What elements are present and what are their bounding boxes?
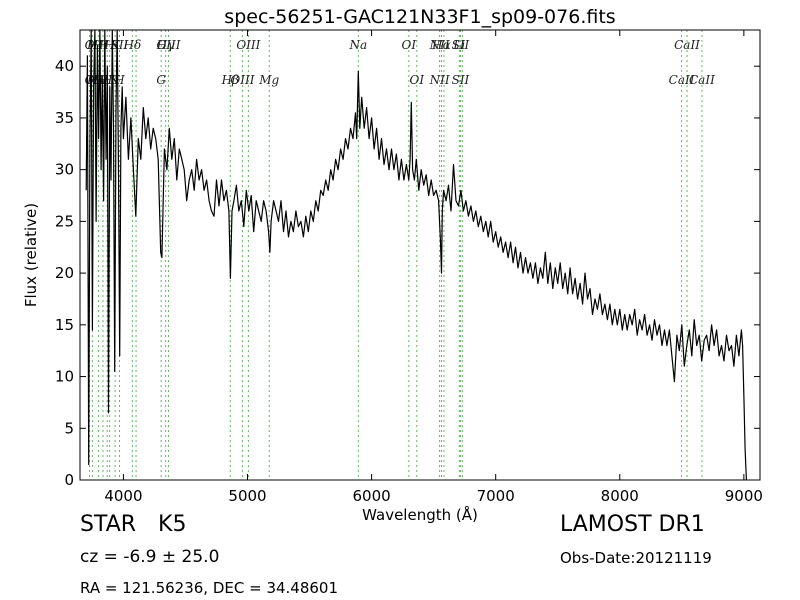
spectral-line-label: O [85, 73, 95, 87]
y-tick-label: 25 [55, 212, 74, 230]
spectral-line-label: Na [349, 38, 368, 52]
object-type: STAR [80, 512, 137, 537]
y-axis: 0 5 10 15 20 25 30 35 40 [55, 57, 760, 489]
spectral-line-label: Hγ [156, 38, 175, 52]
spectrum-line [85, 29, 747, 481]
spectral-line-markers [89, 30, 703, 480]
spectral-line-label: OIII [236, 38, 260, 52]
spectral-line-label: H [113, 73, 125, 87]
y-tick-label: 40 [55, 57, 74, 75]
y-tick-label: 35 [55, 109, 74, 127]
spectral-line-label: G [156, 73, 166, 87]
spectral-line-label: Mg [258, 73, 279, 87]
spectral-line-label: OI [409, 73, 424, 87]
spectral-line-label: Li [452, 38, 465, 52]
y-tick-label: 0 [64, 471, 74, 489]
spectral-line-label: OI [402, 38, 417, 52]
spectral-line-label: CaII [669, 73, 695, 87]
spectral-line-label: CaII [689, 73, 715, 87]
y-tick-label: 30 [55, 161, 74, 179]
spectral-line-label: NII [429, 73, 450, 87]
y-tick-label: 10 [55, 368, 74, 386]
plot-frame [79, 29, 761, 481]
spectral-line-label: K [110, 73, 121, 87]
redshift-text: cz = -6.9 ± 25.0 [80, 547, 220, 567]
spectral-line-label: Hβ [221, 73, 239, 87]
spectral-line-label: SII [452, 73, 470, 87]
x-axis: 4000 5000 6000 7000 8000 9000 [104, 30, 763, 505]
x-axis-label: Wavelength (Å) [362, 506, 478, 524]
object-classification: STAR K5 [80, 512, 186, 537]
spectral-line-label: SII [452, 38, 470, 52]
coordinates-text: RA = 121.56236, DEC = 34.48601 [80, 579, 339, 597]
y-axis-label: Flux (relative) [22, 202, 40, 308]
spectral-line-label: SII [111, 38, 129, 52]
spectral-line-label: OIII [230, 73, 254, 87]
x-tick-label: 7000 [477, 487, 515, 505]
x-tick-label: 4000 [104, 487, 142, 505]
x-tick-label: 5000 [228, 487, 266, 505]
chart-title: spec-56251-GAC121N33F1_sp09-076.fits [224, 6, 616, 28]
spectral-line-label: O [85, 38, 95, 52]
spectral-line-label: Hα [431, 38, 451, 52]
spectral-line-label: OIII [156, 38, 180, 52]
survey-name: LAMOST DR1 [560, 512, 705, 537]
x-tick-label: 6000 [353, 487, 391, 505]
spectral-line-label: Hδ [123, 38, 142, 52]
object-subclass: K5 [158, 512, 187, 537]
observation-date: Obs-Date:20121119 [560, 549, 712, 567]
spectral-line-label: K [110, 38, 121, 52]
y-tick-label: 5 [64, 419, 74, 437]
x-tick-label: 8000 [601, 487, 639, 505]
y-tick-label: 20 [55, 264, 74, 282]
spectral-line-label: NII [429, 38, 450, 52]
y-tick-label: 15 [55, 316, 74, 334]
spectral-line-label: CaII [674, 38, 700, 52]
x-tick-label: 9000 [725, 487, 763, 505]
